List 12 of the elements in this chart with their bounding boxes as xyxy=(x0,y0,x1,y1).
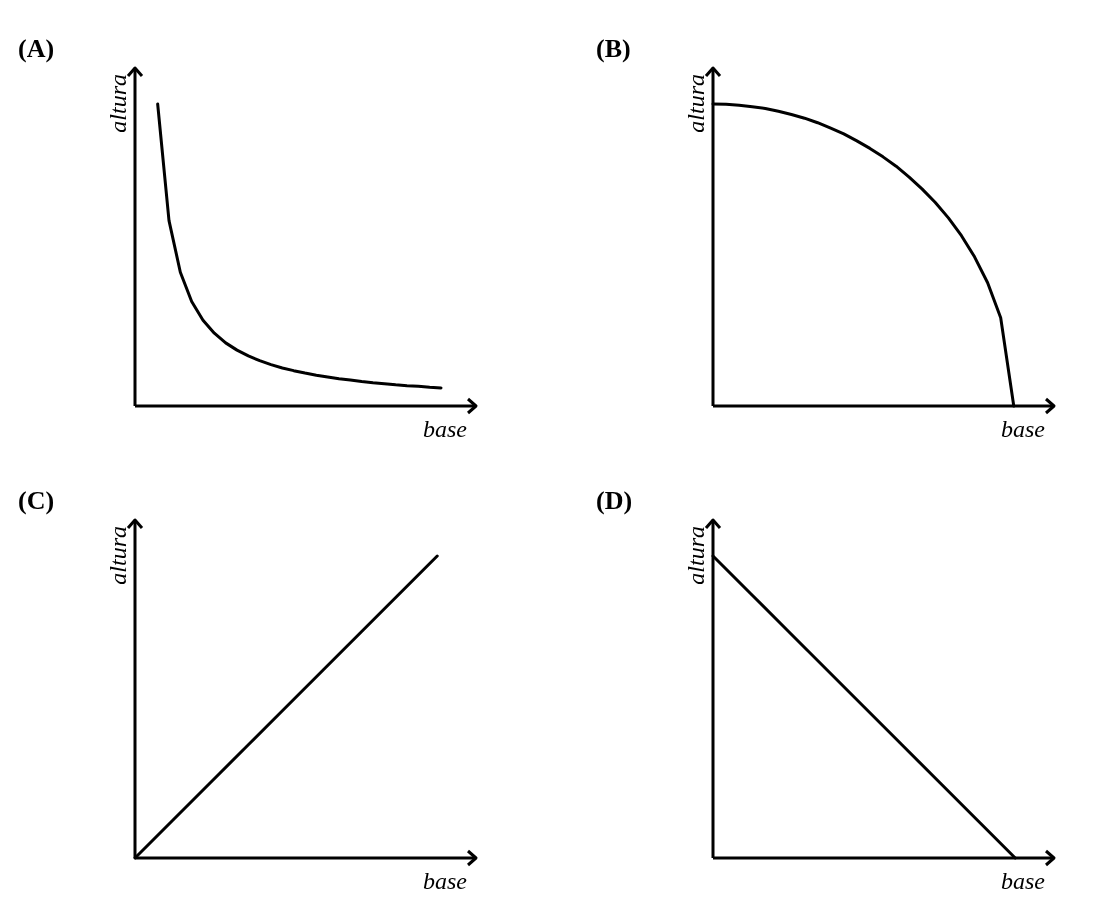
y-axis-title: altura xyxy=(105,526,131,585)
x-axis-title: base xyxy=(423,416,468,442)
y-axis-title: altura xyxy=(683,526,709,585)
chart-title: (A) xyxy=(18,34,55,63)
chart-title: (C) xyxy=(18,486,55,515)
x-axis-title: base xyxy=(1001,868,1046,894)
chart-title: (B) xyxy=(596,34,631,63)
y-axis-title: altura xyxy=(105,74,131,133)
x-axis-title: base xyxy=(423,868,468,894)
y-axis-title: altura xyxy=(683,74,709,133)
x-axis-title: base xyxy=(1001,416,1046,442)
chart-title: (D) xyxy=(596,486,633,515)
